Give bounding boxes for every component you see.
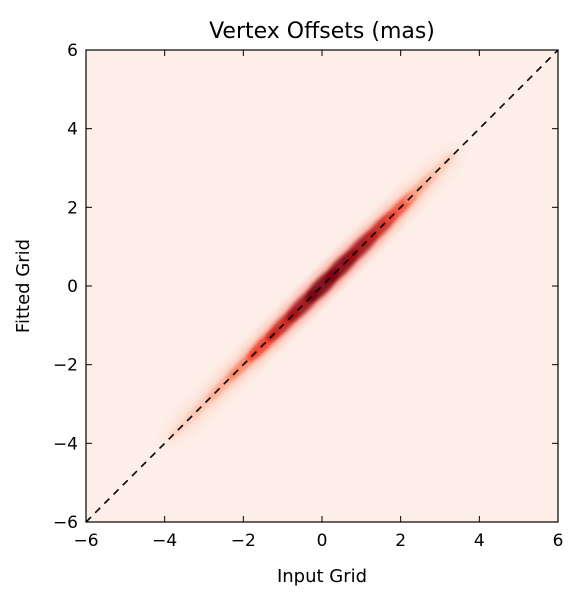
- y-tick-label: 4: [67, 120, 78, 140]
- y-tick-label: 6: [67, 41, 78, 61]
- chart-title: Vertex Offsets (mas): [209, 19, 435, 44]
- y-tick-label: −2: [53, 356, 78, 376]
- y-axis-label: Fitted Grid: [13, 239, 34, 333]
- x-axis-ticks: −6 −4 −2 0 2 4 6: [73, 50, 563, 551]
- y-tick-label: −6: [53, 513, 78, 533]
- x-tick-label: 4: [474, 531, 485, 551]
- x-tick-label: −6: [73, 531, 98, 551]
- y-tick-label: 2: [67, 198, 78, 218]
- x-tick-label: −4: [152, 531, 177, 551]
- x-tick-label: 2: [395, 531, 406, 551]
- y-axis-ticks: −6 −4 −2 0 2 4 6: [53, 41, 558, 533]
- x-tick-label: 6: [553, 531, 564, 551]
- y-tick-label: −4: [53, 434, 78, 454]
- x-tick-label: 0: [317, 531, 328, 551]
- x-axis-label: Input Grid: [277, 566, 367, 587]
- y-tick-label: 0: [67, 277, 78, 297]
- x-tick-label: −2: [231, 531, 256, 551]
